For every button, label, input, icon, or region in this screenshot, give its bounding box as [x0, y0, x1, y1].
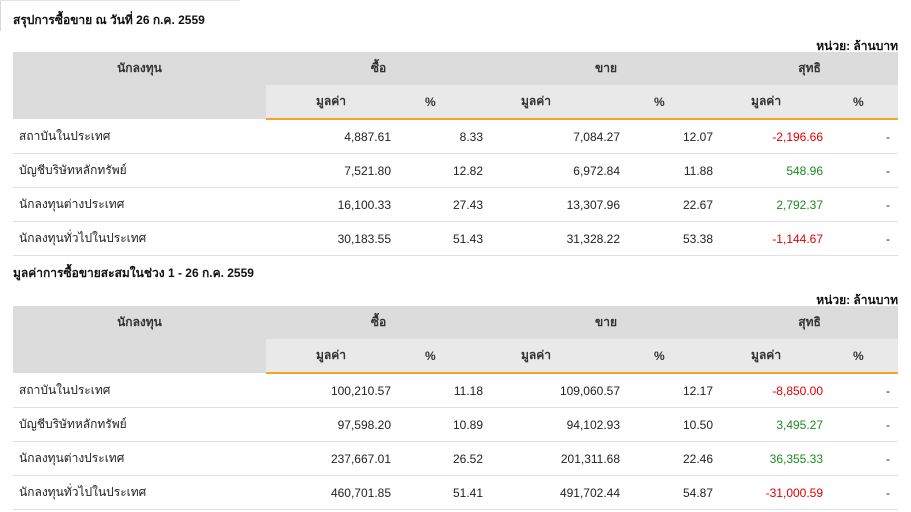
header-sell: ขาย	[491, 306, 722, 339]
row-net-pct: -	[831, 475, 899, 510]
tab-border-top	[0, 0, 240, 1]
daily-summary-unit: หน่วย: ล้านบาท	[816, 39, 898, 53]
header-sell: ขาย	[491, 52, 722, 85]
header-net-value: มูลค่า	[721, 339, 832, 374]
row-sell-value: 109,060.57	[491, 373, 629, 408]
row-investor: บัญชีบริษัทหลักทรัพย์	[13, 407, 266, 442]
header-buy: ซื้อ	[266, 52, 492, 85]
header-net: สุทธิ	[721, 52, 899, 85]
row-net-value: 36,355.33	[721, 441, 832, 476]
row-buy-value: 100,210.57	[266, 373, 399, 408]
header-sell-value: มูลค่า	[491, 85, 629, 120]
row-net-value: -1,144.67	[721, 221, 832, 256]
row-sell-pct: 53.38	[628, 221, 722, 256]
row-sell-value: 13,307.96	[491, 187, 629, 222]
row-investor: นักลงทุนทั่วไปในประเทศ	[13, 221, 266, 256]
row-sell-pct: 22.67	[628, 187, 722, 222]
row-investor: สถาบันในประเทศ	[13, 373, 266, 408]
table-row: นักลงทุนทั่วไปในประเทศ 30,183.55 51.43 3…	[13, 221, 899, 256]
row-net-value: -2,196.66	[721, 119, 832, 154]
header-net-pct: %	[831, 85, 899, 120]
row-sell-value: 6,972.84	[491, 153, 629, 188]
row-buy-value: 460,701.85	[266, 475, 399, 510]
row-investor: บัญชีบริษัทหลักทรัพย์	[13, 153, 266, 188]
row-sell-pct: 54.87	[628, 475, 722, 510]
table-row: นักลงทุนต่างประเทศ 237,667.01 26.52 201,…	[13, 441, 899, 476]
row-investor: สถาบันในประเทศ	[13, 119, 266, 154]
row-buy-value: 4,887.61	[266, 119, 399, 154]
row-buy-pct: 12.82	[399, 153, 492, 188]
daily-summary-title: สรุปการซื้อขาย ณ วันที่ 26 ก.ค. 2559	[13, 13, 205, 27]
row-investor: นักลงทุนทั่วไปในประเทศ	[13, 475, 266, 510]
daily-summary-table: นักลงทุน ซื้อ ขาย สุทธิ มูลค่า % มูลค่า …	[13, 52, 899, 256]
header-sell-pct: %	[628, 85, 722, 120]
row-net-pct: -	[831, 407, 899, 442]
table-row: สถาบันในประเทศ 100,210.57 11.18 109,060.…	[13, 373, 899, 408]
header-sell-value: มูลค่า	[491, 339, 629, 374]
row-buy-pct: 51.41	[399, 475, 492, 510]
cumulative-summary-unit: หน่วย: ล้านบาท	[816, 293, 898, 307]
table-row: นักลงทุนต่างประเทศ 16,100.33 27.43 13,30…	[13, 187, 899, 222]
header-investor-spacer	[13, 339, 266, 373]
header-investor: นักลงทุน	[13, 52, 266, 85]
row-net-pct: -	[831, 221, 899, 256]
row-buy-pct: 27.43	[399, 187, 492, 222]
daily-summary-section: สรุปการซื้อขาย ณ วันที่ 26 ก.ค. 2559 หน่…	[13, 0, 899, 256]
row-net-value: 2,792.37	[721, 187, 832, 222]
row-buy-value: 30,183.55	[266, 221, 399, 256]
row-buy-value: 237,667.01	[266, 441, 399, 476]
row-net-value: -31,000.59	[721, 475, 832, 510]
header-investor: นักลงทุน	[13, 306, 266, 339]
cumulative-summary-title: มูลค่าการซื้อขายสะสมในช่วง 1 - 26 ก.ค. 2…	[13, 266, 254, 280]
row-net-pct: -	[831, 187, 899, 222]
header-buy: ซื้อ	[266, 306, 492, 339]
row-sell-value: 94,102.93	[491, 407, 629, 442]
row-sell-pct: 12.17	[628, 373, 722, 408]
header-net: สุทธิ	[721, 306, 899, 339]
table-row: บัญชีบริษัทหลักทรัพย์ 7,521.80 12.82 6,9…	[13, 153, 899, 188]
row-buy-value: 7,521.80	[266, 153, 399, 188]
header-buy-value: มูลค่า	[266, 339, 399, 374]
header-buy-value: มูลค่า	[266, 85, 399, 120]
header-net-pct: %	[831, 339, 899, 374]
row-investor: นักลงทุนต่างประเทศ	[13, 187, 266, 222]
header-sell-pct: %	[628, 339, 722, 374]
row-buy-pct: 11.18	[399, 373, 492, 408]
table-row: บัญชีบริษัทหลักทรัพย์ 97,598.20 10.89 94…	[13, 407, 899, 442]
row-buy-pct: 10.89	[399, 407, 492, 442]
row-sell-pct: 22.46	[628, 441, 722, 476]
header-net-value: มูลค่า	[721, 85, 832, 120]
table-row: นักลงทุนทั่วไปในประเทศ 460,701.85 51.41 …	[13, 475, 899, 510]
row-sell-value: 31,328.22	[491, 221, 629, 256]
row-sell-pct: 12.07	[628, 119, 722, 154]
cumulative-summary-section: มูลค่าการซื้อขายสะสมในช่วง 1 - 26 ก.ค. 2…	[13, 256, 899, 510]
row-net-pct: -	[831, 153, 899, 188]
row-net-value: -8,850.00	[721, 373, 832, 408]
row-sell-value: 7,084.27	[491, 119, 629, 154]
table-row: สถาบันในประเทศ 4,887.61 8.33 7,084.27 12…	[13, 119, 899, 154]
row-sell-pct: 10.50	[628, 407, 722, 442]
row-buy-pct: 51.43	[399, 221, 492, 256]
row-buy-value: 97,598.20	[266, 407, 399, 442]
row-investor: นักลงทุนต่างประเทศ	[13, 441, 266, 476]
header-buy-pct: %	[399, 85, 492, 120]
row-buy-pct: 8.33	[399, 119, 492, 154]
header-buy-pct: %	[399, 339, 492, 374]
row-sell-value: 491,702.44	[491, 475, 629, 510]
row-net-value: 3,495.27	[721, 407, 832, 442]
row-sell-value: 201,311.68	[491, 441, 629, 476]
row-buy-value: 16,100.33	[266, 187, 399, 222]
row-sell-pct: 11.88	[628, 153, 722, 188]
row-net-pct: -	[831, 373, 899, 408]
row-net-pct: -	[831, 441, 899, 476]
row-net-value: 548.96	[721, 153, 832, 188]
header-investor-spacer	[13, 85, 266, 119]
tab-border-left	[0, 0, 4, 31]
row-net-pct: -	[831, 119, 899, 154]
row-buy-pct: 26.52	[399, 441, 492, 476]
cumulative-summary-table: นักลงทุน ซื้อ ขาย สุทธิ มูลค่า % มูลค่า …	[13, 306, 899, 510]
